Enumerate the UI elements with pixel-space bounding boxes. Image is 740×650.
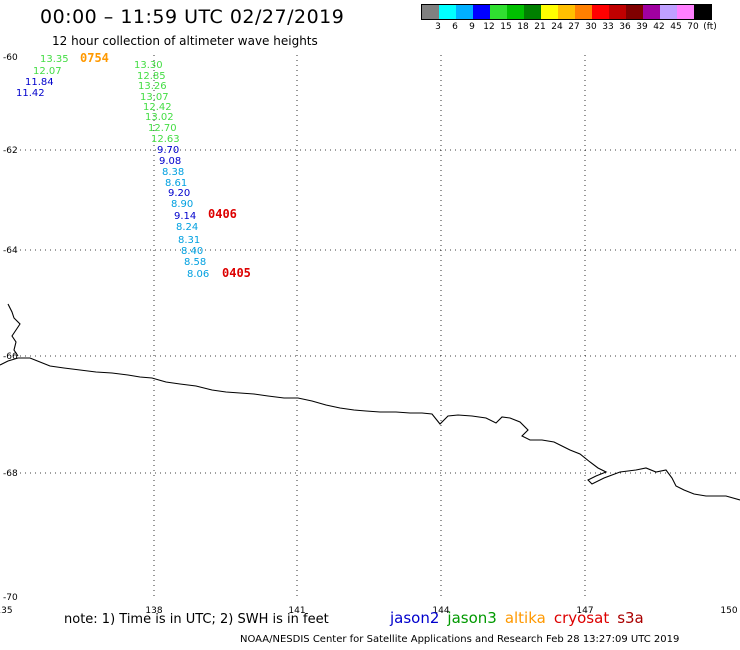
scale-label: 45 — [670, 22, 682, 32]
wave-height-value: 9.70 — [157, 145, 179, 156]
lat-tick-label: -64 — [3, 246, 18, 256]
wave-height-value: 12.42 — [143, 102, 172, 113]
wave-height-value: 8.58 — [184, 257, 206, 268]
coastline-fragment — [7, 303, 21, 357]
lat-tick-label: -66 — [3, 352, 18, 362]
pass-time-label: 0406 — [208, 207, 237, 221]
lon-tick-label: 138 — [145, 606, 162, 616]
lat-tick-label: -60 — [3, 53, 18, 63]
scale-swatch — [439, 5, 456, 19]
wave-height-value: 13.35 — [40, 54, 69, 65]
scale-swatch — [643, 5, 660, 19]
wave-height-value: 12.70 — [148, 123, 177, 134]
wave-height-value: 12.63 — [151, 134, 180, 145]
scale-label: 18 — [517, 22, 529, 32]
lat-tick-label: -62 — [3, 146, 18, 156]
satellite-legend-item: jason3 — [447, 609, 497, 627]
scale-swatch — [507, 5, 524, 19]
scale-swatch — [575, 5, 592, 19]
scale-label: 36 — [619, 22, 631, 32]
satellite-legend-item: altika — [504, 609, 546, 627]
wave-height-value: 11.84 — [25, 77, 54, 88]
scale-label: 30 — [585, 22, 597, 32]
wave-height-value: 13.30 — [134, 60, 163, 71]
wave-height-value: 8.38 — [162, 167, 184, 178]
scale-label: 3 — [435, 22, 441, 32]
scale-swatch — [541, 5, 558, 19]
scale-swatch — [626, 5, 643, 19]
wave-height-value: 9.20 — [168, 188, 190, 199]
scale-label: 9 — [469, 22, 475, 32]
wave-height-value: 9.08 — [159, 156, 181, 167]
satellite-legend-item: cryosat — [553, 609, 610, 627]
wave-height-value: 8.40 — [181, 246, 203, 257]
lat-tick-label: -70 — [3, 593, 18, 603]
scale-swatch — [677, 5, 694, 19]
map-title: 00:00 – 11:59 UTC 02/27/2019 — [40, 6, 345, 28]
wave-height-value: 13.02 — [145, 112, 174, 123]
scale-swatch — [422, 5, 439, 19]
lat-lon-grid: 135 138 141 144 147 150 -60 -62 -64 -66 -68 -70 — [0, 53, 740, 616]
scale-label: (ft) — [703, 22, 717, 32]
lat-tick-label: -68 — [3, 469, 18, 479]
scale-label: 33 — [602, 22, 614, 32]
scale-swatch — [490, 5, 507, 19]
wave-height-color-scale: 3 6 9 12 15 18 21 24 27 30 33 36 39 42 45 70 (ft) — [421, 4, 717, 34]
lon-tick-label: 141 — [288, 606, 305, 616]
scale-label: 15 — [500, 22, 512, 32]
satellite-legend-item: s3a — [617, 609, 644, 627]
scale-swatch — [558, 5, 575, 19]
wave-height-value: 8.90 — [171, 199, 193, 210]
wave-height-value: 13.26 — [138, 81, 167, 92]
credit-line: NOAA/NESDIS Center for Satellite Applica… — [240, 634, 680, 645]
antarctic-coastline — [0, 357, 740, 501]
scale-swatch — [694, 5, 711, 19]
scale-label: 24 — [551, 22, 563, 32]
color-scale-swatches — [421, 4, 712, 20]
satellite-legend: jason2 jason3 altika cryosat s3a — [390, 609, 652, 627]
scale-swatch — [524, 5, 541, 19]
wave-height-value: 12.07 — [33, 66, 62, 77]
satellite-legend-item: jason2 — [390, 609, 440, 627]
wave-height-value: 8.61 — [165, 178, 187, 189]
color-scale-labels: 3 6 9 12 15 18 21 24 27 30 33 36 39 42 45 70 (ft) — [421, 20, 717, 34]
wave-height-value: 12.85 — [137, 71, 166, 82]
wave-height-value: 11.42 — [16, 88, 45, 99]
wave-height-value: 8.31 — [178, 235, 200, 246]
scale-swatch — [660, 5, 677, 19]
scale-swatch — [592, 5, 609, 19]
scale-label: 21 — [534, 22, 546, 32]
wave-height-value: 8.06 — [187, 269, 209, 280]
scale-swatch — [456, 5, 473, 19]
scale-label: 39 — [636, 22, 648, 32]
scale-label: 6 — [452, 22, 458, 32]
scale-label: 12 — [483, 22, 495, 32]
scale-label: 27 — [568, 22, 580, 32]
lon-tick-label: 144 — [432, 606, 449, 616]
pass-time-label: 0405 — [222, 266, 251, 280]
scale-label: 42 — [653, 22, 665, 32]
footnote: note: 1) Time is in UTC; 2) SWH is in fe… — [64, 612, 329, 627]
lon-tick-label: 135 — [0, 606, 13, 616]
map-subtitle: 12 hour collection of altimeter wave hei… — [52, 34, 318, 48]
scale-swatch — [473, 5, 490, 19]
scale-label: 70 — [687, 22, 699, 32]
pass-time-label: 0754 — [80, 51, 109, 65]
wave-height-value: 8.24 — [176, 222, 198, 233]
lon-tick-label: 150 — [720, 606, 737, 616]
lon-tick-label: 147 — [576, 606, 593, 616]
scale-swatch — [609, 5, 626, 19]
wave-height-value: 13.07 — [140, 92, 169, 103]
wave-height-value: 9.14 — [174, 211, 196, 222]
